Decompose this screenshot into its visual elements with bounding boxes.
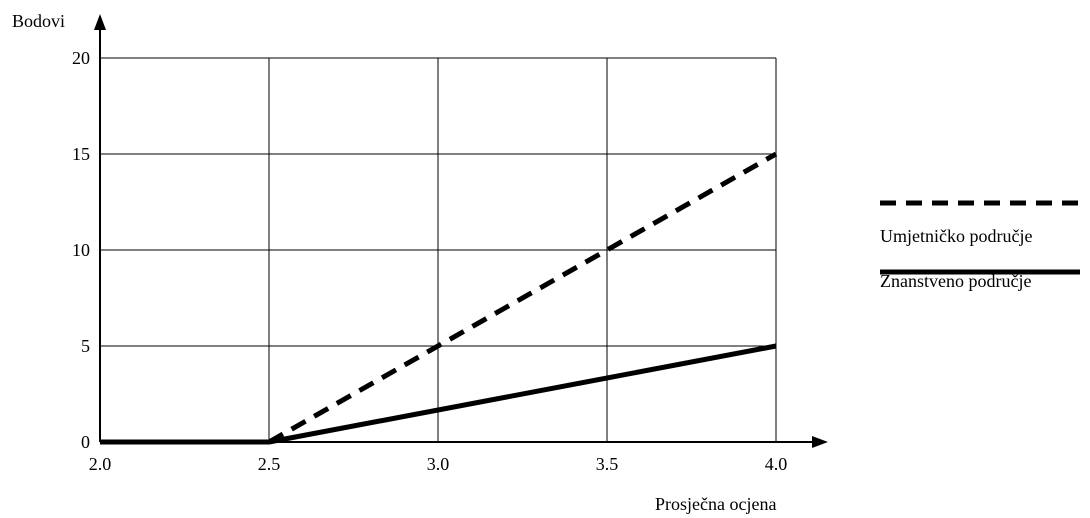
x-tick-label: 3.0: [427, 454, 450, 474]
legend-label: Umjetničko područje: [880, 226, 1032, 246]
x-tick-label: 2.5: [258, 454, 281, 474]
grid: [99, 57, 777, 443]
series-line: [100, 343, 777, 445]
legend: Umjetničko područje Znanstveno područje: [880, 200, 1080, 291]
tick-labels: 2.0 2.5 3.0 3.5 4.0 0 5 10 15 20: [72, 48, 787, 474]
y-tick-label: 15: [72, 144, 90, 164]
y-axis-label: Bodovi: [12, 11, 65, 31]
series-group: [100, 151, 778, 445]
x-tick-label: 3.5: [596, 454, 619, 474]
y-tick-label: 5: [81, 336, 90, 356]
series-line: [267, 151, 778, 445]
y-tick-label: 0: [81, 432, 90, 452]
x-tick-label: 4.0: [765, 454, 788, 474]
x-axis-arrow-icon: [812, 436, 828, 448]
y-axis-arrow-icon: [94, 14, 106, 30]
axes: [94, 14, 828, 448]
legend-label: Znanstveno područje: [880, 271, 1031, 291]
x-tick-label: 2.0: [89, 454, 112, 474]
x-axis-label: Prosječna ocjena: [655, 494, 776, 514]
y-tick-label: 10: [72, 240, 90, 260]
y-tick-label: 20: [72, 48, 90, 68]
